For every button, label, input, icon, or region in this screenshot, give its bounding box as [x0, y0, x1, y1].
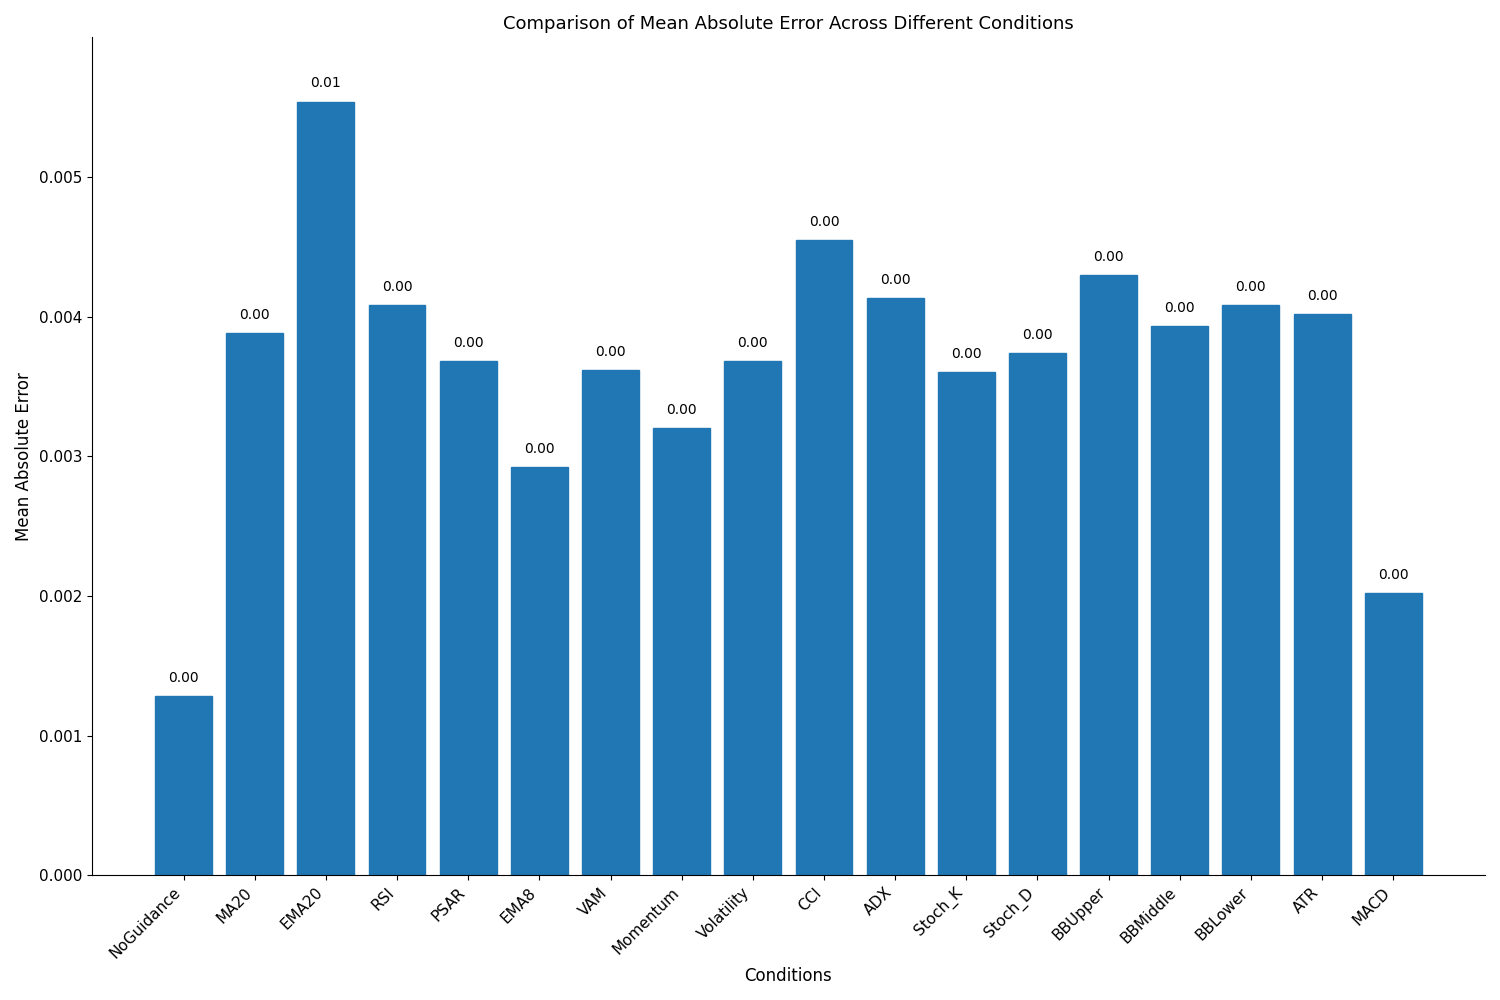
Bar [440, 361, 497, 875]
Bar [1152, 326, 1208, 875]
Bar [652, 428, 710, 875]
Bar [154, 696, 212, 875]
Bar [1010, 353, 1066, 875]
Text: 0.00: 0.00 [240, 308, 270, 322]
Bar [1222, 305, 1280, 875]
Bar [724, 361, 782, 875]
Bar [512, 467, 568, 875]
Text: 0.00: 0.00 [524, 442, 555, 456]
Text: 0.00: 0.00 [596, 345, 626, 359]
Text: 0.00: 0.00 [1022, 328, 1053, 342]
Text: 0.00: 0.00 [666, 403, 698, 417]
Text: 0.01: 0.01 [310, 76, 342, 90]
Text: 0.00: 0.00 [381, 280, 412, 294]
Text: 0.00: 0.00 [738, 336, 768, 350]
Bar [297, 102, 354, 875]
Text: 0.00: 0.00 [453, 336, 483, 350]
Bar [938, 372, 994, 875]
Text: 0.00: 0.00 [1164, 301, 1196, 315]
Text: 0.00: 0.00 [1378, 568, 1408, 582]
Bar [867, 298, 924, 875]
Bar [1365, 593, 1422, 875]
Bar [226, 333, 284, 875]
Text: 0.00: 0.00 [1236, 280, 1266, 294]
Text: 0.00: 0.00 [951, 347, 981, 361]
Bar [795, 240, 852, 875]
Text: 0.00: 0.00 [1094, 250, 1124, 264]
Bar [369, 305, 426, 875]
Title: Comparison of Mean Absolute Error Across Different Conditions: Comparison of Mean Absolute Error Across… [503, 15, 1074, 33]
X-axis label: Conditions: Conditions [744, 967, 833, 985]
Bar [1293, 314, 1350, 875]
Bar [1080, 275, 1137, 875]
Text: 0.00: 0.00 [168, 671, 200, 685]
Text: 0.00: 0.00 [808, 215, 840, 229]
Text: 0.00: 0.00 [880, 273, 910, 287]
Bar [582, 370, 639, 875]
Y-axis label: Mean Absolute Error: Mean Absolute Error [15, 372, 33, 541]
Text: 0.00: 0.00 [1306, 289, 1338, 303]
